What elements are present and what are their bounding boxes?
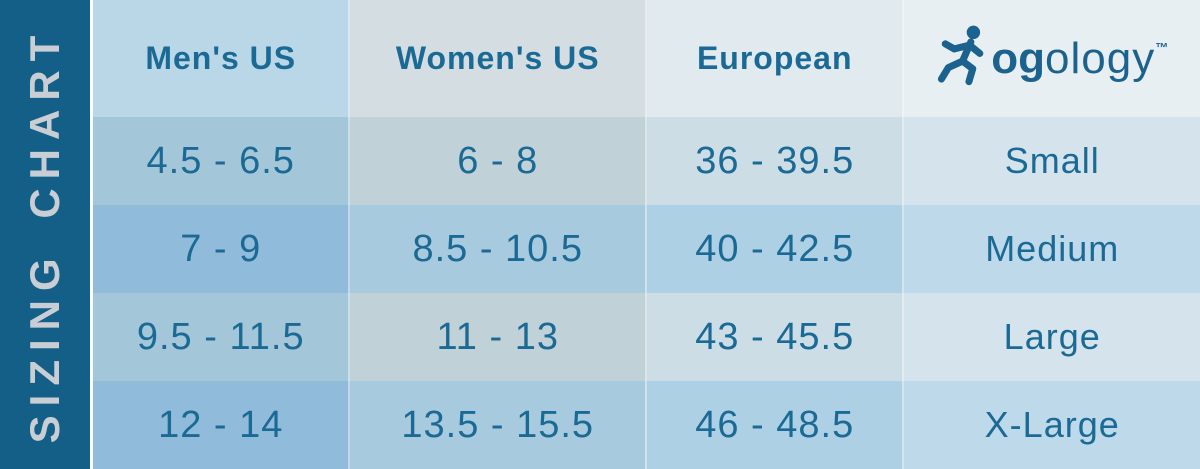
col-header-mens-us: Men's US [93, 0, 351, 117]
col-header-label: Women's US [395, 40, 600, 76]
cell-womens-us: 8.5 - 10.5 [350, 205, 647, 293]
cell-european: 43 - 45.5 [647, 293, 905, 381]
brand-text-light: ology [1045, 33, 1156, 83]
cell-mens-us: 9.5 - 11.5 [93, 293, 351, 381]
cell-mens-us: 7 - 9 [93, 205, 351, 293]
cell-mens-us: 12 - 14 [93, 381, 351, 469]
col-header-label: European [696, 40, 853, 76]
cell-size: Large [904, 293, 1200, 381]
cell-mens-us: 4.5 - 6.5 [93, 117, 351, 205]
brand-logo-lockup: og ology ™ [935, 25, 1170, 88]
col-header-european: European [647, 0, 905, 117]
cell-size: Medium [904, 205, 1200, 293]
cell-womens-us: 6 - 8 [350, 117, 647, 205]
col-header-womens-us: Women's US [350, 0, 647, 117]
cell-womens-us: 13.5 - 15.5 [350, 381, 647, 469]
col-header-label: Men's US [145, 40, 297, 76]
cell-european: 40 - 42.5 [647, 205, 905, 293]
cell-european: 36 - 39.5 [647, 117, 905, 205]
sidebar-title-band: SIZING CHART [0, 0, 93, 469]
brand-logo: og ology ™ [904, 0, 1200, 117]
page-title: SIZING CHART [21, 26, 68, 443]
sizing-table: Men's US Women's US European og ology ™ [93, 0, 1200, 469]
cell-european: 46 - 48.5 [647, 381, 905, 469]
cell-womens-us: 11 - 13 [350, 293, 647, 381]
brand-text-bold: og [991, 33, 1045, 83]
trademark-symbol: ™ [1155, 39, 1170, 55]
runner-icon [938, 25, 984, 85]
cell-size: Small [904, 117, 1200, 205]
cell-size: X-Large [904, 381, 1200, 469]
